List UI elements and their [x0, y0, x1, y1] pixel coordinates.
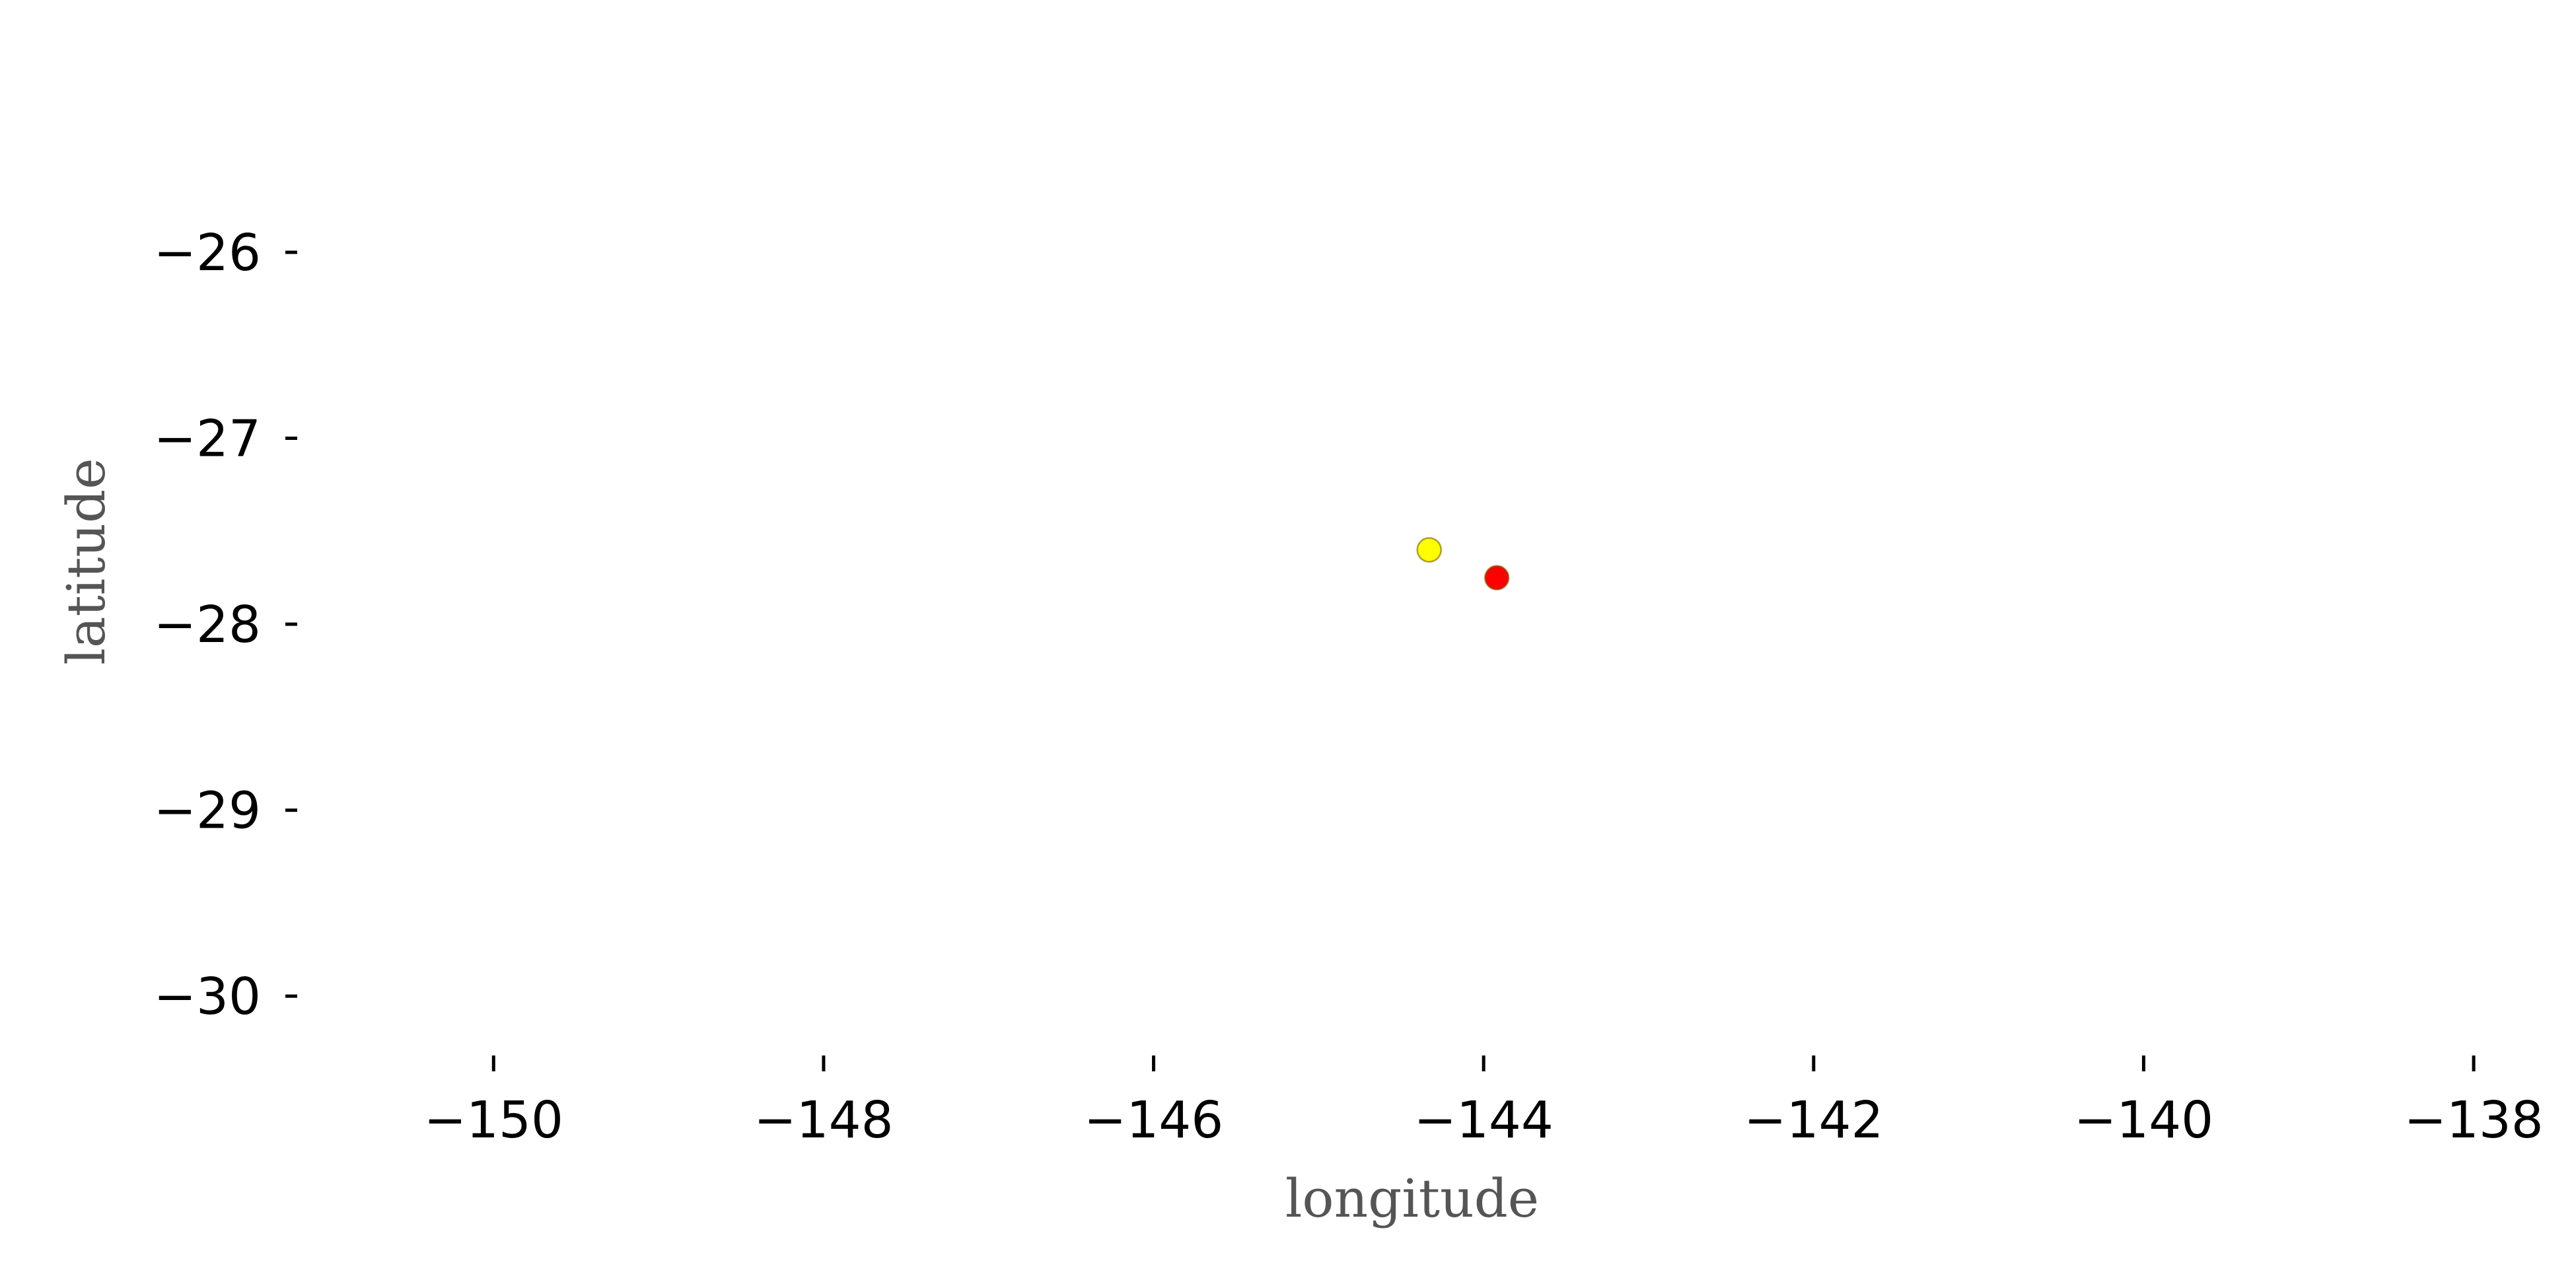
x-tick-label: −150 — [424, 1091, 564, 1150]
x-tick-label: −140 — [2074, 1091, 2214, 1150]
y-axis: −30 −29 −28 −27 −26 — [154, 224, 297, 1026]
x-axis: −150 −148 −146 −144 −142 −140 −138 — [424, 1055, 2544, 1150]
y-tick-label: −30 — [154, 968, 262, 1026]
x-tick-label: −146 — [1084, 1091, 1224, 1150]
data-point — [1416, 537, 1442, 563]
data-points — [1416, 537, 1510, 590]
y-tick-label: −29 — [154, 782, 262, 841]
x-axis-title: longitude — [1285, 1168, 1539, 1229]
x-tick-label: −148 — [754, 1091, 894, 1150]
y-axis-title: latitude — [55, 458, 117, 664]
x-tick-label: −138 — [2404, 1091, 2544, 1150]
x-tick-label: −142 — [1744, 1091, 1884, 1150]
data-point — [1484, 565, 1510, 590]
y-tick-label: −27 — [154, 410, 262, 469]
y-tick-label: −28 — [154, 596, 262, 655]
y-tick-label: −26 — [154, 224, 262, 283]
x-tick-label: −144 — [1413, 1091, 1554, 1150]
